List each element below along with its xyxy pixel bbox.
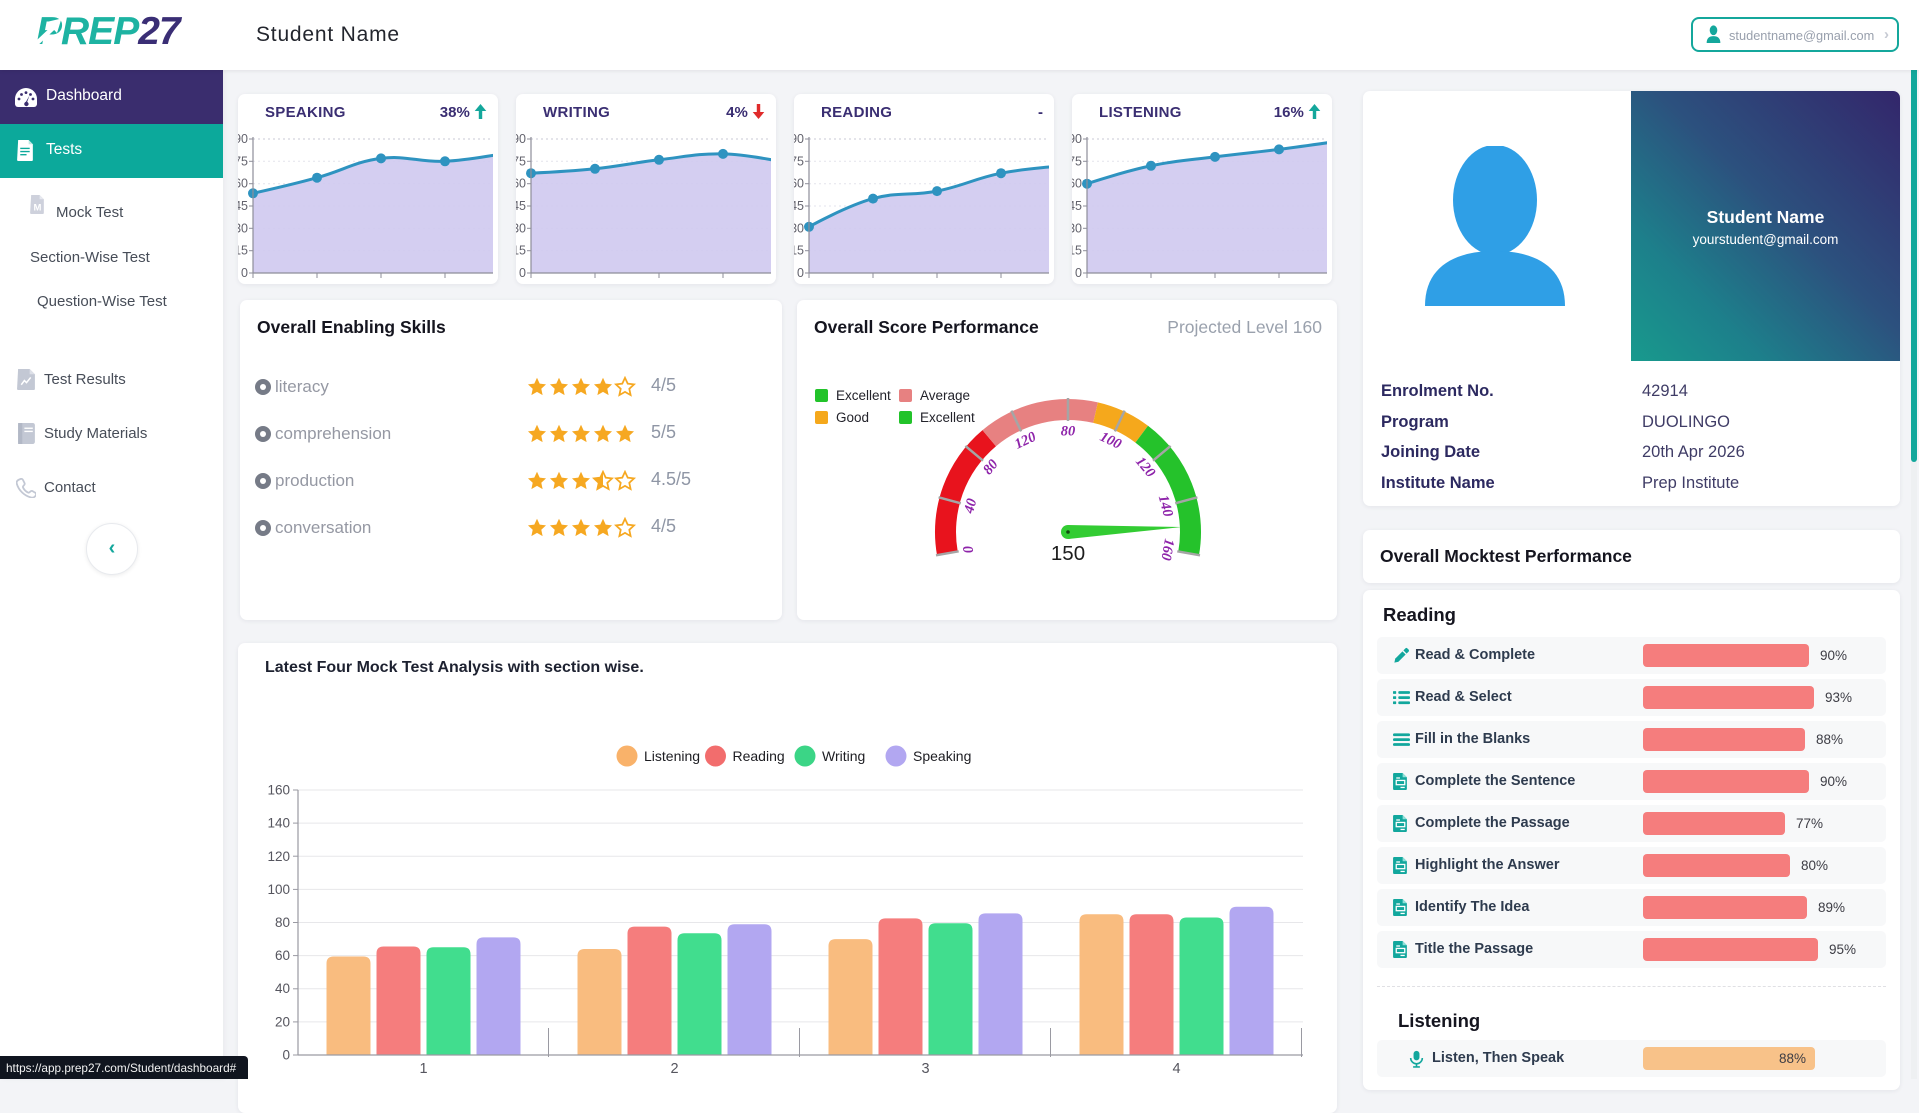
svg-text:160: 160 [267, 783, 290, 798]
svg-text:120: 120 [267, 849, 290, 864]
svg-text:60: 60 [275, 948, 290, 963]
svg-text:0: 0 [282, 1048, 290, 1063]
svg-text:Listening: Listening [644, 748, 700, 764]
svg-text:150: 150 [1051, 542, 1085, 565]
svg-text:30: 30 [238, 221, 248, 235]
svg-text:45: 45 [238, 199, 248, 213]
svg-text:160: 160 [1157, 537, 1177, 561]
svg-text:60: 60 [238, 177, 248, 191]
svg-text:3: 3 [921, 1061, 929, 1077]
svg-text:75: 75 [516, 154, 526, 168]
svg-text:60: 60 [1072, 177, 1082, 191]
svg-text:Speaking: Speaking [913, 748, 971, 764]
svg-text:30: 30 [1072, 221, 1082, 235]
svg-text:Reading: Reading [733, 748, 785, 764]
svg-text:40: 40 [275, 981, 290, 996]
svg-text:15: 15 [794, 244, 804, 258]
svg-text:45: 45 [516, 199, 526, 213]
svg-text:0: 0 [797, 266, 804, 280]
svg-text:45: 45 [794, 199, 804, 213]
svg-text:45: 45 [1072, 199, 1082, 213]
svg-text:1: 1 [419, 1061, 427, 1077]
svg-text:15: 15 [1072, 244, 1082, 258]
svg-text:0: 0 [241, 266, 248, 280]
svg-text:90: 90 [238, 132, 248, 146]
svg-text:140: 140 [267, 816, 290, 831]
svg-text:140: 140 [1155, 493, 1176, 518]
svg-text:90: 90 [516, 132, 526, 146]
svg-text:60: 60 [516, 177, 526, 191]
svg-text:2: 2 [670, 1061, 678, 1077]
svg-text:20: 20 [275, 1014, 290, 1029]
svg-text:100: 100 [267, 882, 290, 897]
svg-text:30: 30 [794, 221, 804, 235]
svg-text:0: 0 [960, 545, 977, 555]
svg-text:0: 0 [519, 266, 526, 280]
svg-text:M: M [34, 202, 42, 213]
svg-text:4: 4 [1172, 1061, 1180, 1077]
svg-text:80: 80 [275, 915, 290, 930]
svg-text:90: 90 [794, 132, 804, 146]
svg-text:15: 15 [238, 244, 248, 258]
svg-text:60: 60 [794, 177, 804, 191]
svg-text:80: 80 [1061, 423, 1076, 439]
svg-text:Writing: Writing [822, 748, 865, 764]
svg-text:75: 75 [238, 154, 248, 168]
svg-text:90: 90 [1072, 132, 1082, 146]
svg-text:75: 75 [794, 154, 804, 168]
svg-text:15: 15 [516, 244, 526, 258]
svg-text:75: 75 [1072, 154, 1082, 168]
svg-text:0: 0 [1075, 266, 1082, 280]
svg-text:40: 40 [961, 497, 980, 516]
svg-text:30: 30 [516, 221, 526, 235]
